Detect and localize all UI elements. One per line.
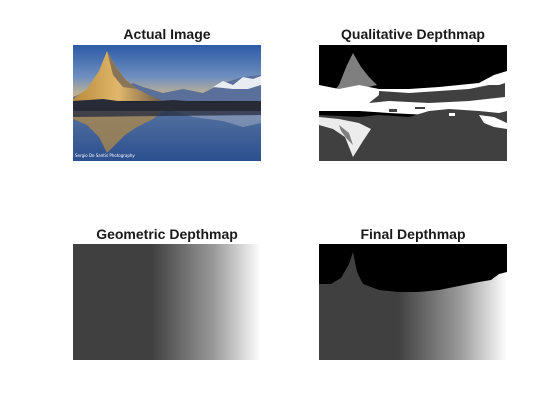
qualitative-depthmap bbox=[319, 45, 507, 161]
panel-title-final-depthmap: Final Depthmap bbox=[360, 226, 466, 242]
geometric-depthmap bbox=[73, 244, 261, 360]
final-depthmap bbox=[319, 244, 507, 360]
actual-image-panel: Sergio De Santis Photography bbox=[73, 45, 261, 161]
geometric-depthmap-panel bbox=[73, 244, 261, 360]
actual-image: Sergio De Santis Photography bbox=[73, 45, 261, 161]
final-depthmap-panel bbox=[319, 244, 507, 360]
panel-title-qualitative-depthmap: Qualitative Depthmap bbox=[341, 26, 485, 42]
qualitative-depthmap-panel bbox=[319, 45, 507, 161]
panel-title-actual-image: Actual Image bbox=[123, 26, 211, 42]
image-credit: Sergio De Santis Photography bbox=[75, 153, 135, 158]
panel-title-geometric-depthmap: Geometric Depthmap bbox=[96, 226, 238, 242]
